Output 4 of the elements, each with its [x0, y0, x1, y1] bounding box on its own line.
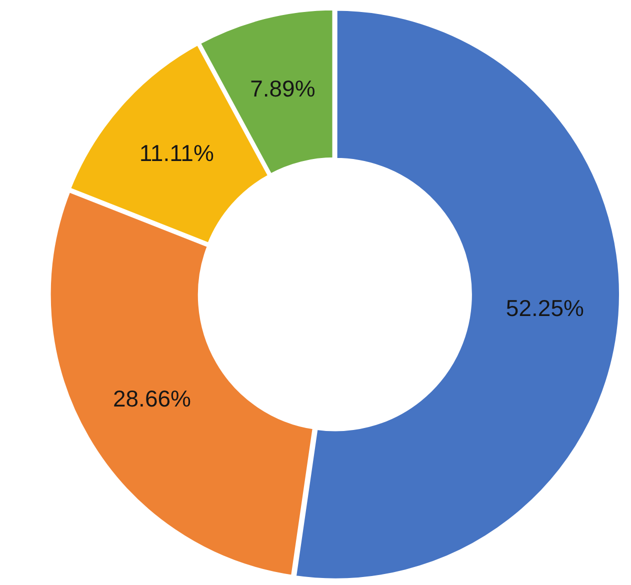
data-label: 28.66% — [112, 386, 191, 412]
data-label: 52.25% — [506, 295, 584, 322]
data-label: 11.11% — [139, 140, 214, 166]
data-label: 7.89% — [250, 75, 316, 102]
